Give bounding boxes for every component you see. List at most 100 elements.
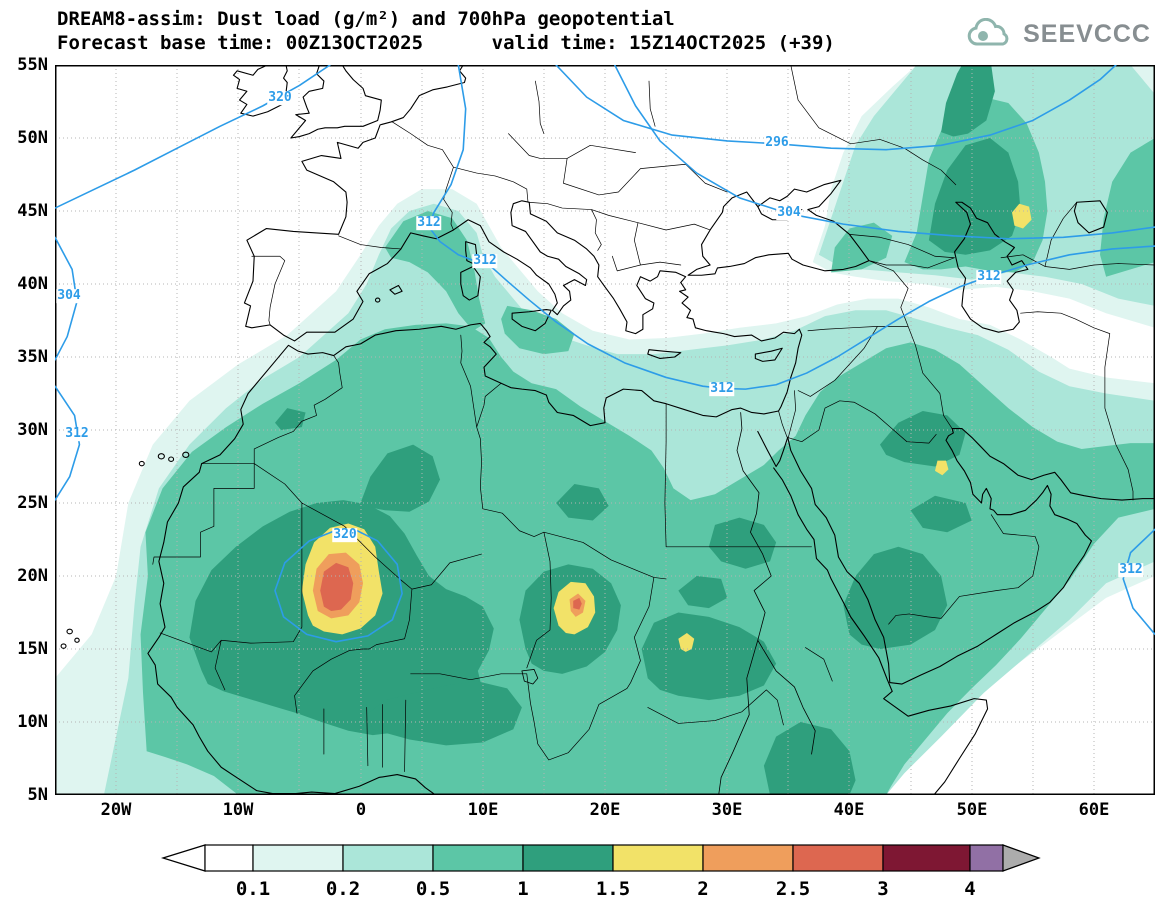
colorbar-right-arrow [1002, 844, 1041, 872]
contour-label: 320 [332, 527, 358, 543]
dust-level-2p5 [320, 562, 582, 612]
dust-area [501, 305, 575, 355]
graticule-layer [55, 65, 1155, 795]
lon-tick-label: 60E [1078, 800, 1110, 820]
map-frame: 320 304 312 312 312 312 312 296 304 320 … [55, 65, 1155, 795]
colorbar-tick: 1 [517, 878, 528, 900]
colorbar-segment [342, 844, 434, 872]
coastline-turkey-levant [680, 283, 802, 411]
coastline-blacksea [688, 180, 869, 275]
grid-lines [55, 65, 1155, 795]
island-dot [139, 461, 144, 465]
contour-312-west [55, 386, 79, 500]
island-dot [75, 638, 79, 642]
island-mallorca [390, 285, 402, 294]
map-border [55, 65, 1155, 795]
lake-chad [522, 669, 538, 684]
coastline-aral [1074, 201, 1107, 233]
island-sardinia [461, 266, 481, 300]
colorbar-tick: 0.1 [236, 878, 270, 900]
colorbar-segment [204, 844, 254, 872]
dust-area [880, 411, 966, 467]
lon-tick-label: 20E [589, 800, 621, 820]
map-lines-layer [55, 65, 1155, 795]
contour-label: 312 [1118, 562, 1144, 578]
colorbar-segment [612, 844, 704, 872]
dust-area [641, 612, 777, 701]
dust-area [708, 517, 777, 569]
coastline-caspian [955, 202, 1028, 332]
seevccc-logo: SEEVCCC [963, 18, 1151, 50]
border-lines-europe [252, 81, 727, 325]
contour-label: 304 [56, 288, 82, 304]
contour-label: 320 [267, 90, 293, 106]
colorbar-tick: 2 [697, 878, 708, 900]
contour-label: 312 [976, 269, 1002, 285]
lat-tick-label: 45N [17, 201, 48, 221]
island-dot [375, 298, 379, 302]
lon-tick-label: 50E [956, 800, 988, 820]
lon-tick-label: 0 [355, 800, 367, 820]
coastline-europe [244, 65, 685, 341]
lat-tick-label: 40N [17, 274, 48, 294]
cloud-icon [967, 18, 1009, 46]
lat-tick-label: 20N [17, 566, 48, 586]
geopotential-contours [55, 65, 1155, 642]
lat-tick-label: 50N [17, 128, 48, 148]
dust-area [1100, 138, 1155, 277]
dust-area [831, 222, 893, 273]
colorbar-segment [792, 844, 884, 872]
dust-area [910, 495, 972, 533]
lon-tick-label: 10E [467, 800, 499, 820]
lat-tick-label: 10N [17, 712, 48, 732]
dust-area [275, 408, 306, 430]
contour-320-nw [55, 65, 330, 208]
cloud-dot [978, 31, 989, 41]
island-dot [183, 452, 189, 457]
contour-label: 296 [764, 135, 790, 151]
chart-title: DREAM8-assim: Dust load (g/m²) and 700hP… [57, 8, 675, 30]
lat-tick-label: 15N [17, 639, 48, 659]
dust-area [941, 65, 995, 137]
coastline-arabia-iran [788, 429, 1155, 685]
island-cyprus [755, 348, 782, 361]
colorbar-tick: 4 [964, 878, 975, 900]
contour-320-mali [275, 529, 402, 641]
dust-area [360, 444, 440, 512]
colorbar-segment [969, 844, 1004, 872]
dust-area [763, 722, 856, 795]
colorbar-segment [432, 844, 524, 872]
contour-label: 312 [64, 426, 90, 442]
lat-tick-label: 55N [17, 55, 48, 75]
coastlines [61, 65, 1155, 795]
dust-area [928, 138, 1021, 255]
colorbar-tick: 1.5 [596, 878, 630, 900]
dust-fill-layer [55, 65, 1155, 795]
coastline-britain [291, 65, 381, 138]
dust-area [678, 576, 728, 609]
lat-tick-label: 5N [27, 785, 48, 805]
colorbar-segment [522, 844, 614, 872]
dust-area [1012, 203, 1032, 229]
dust-area [385, 211, 486, 331]
island-dot [158, 454, 164, 459]
dust-area [556, 484, 609, 521]
coastline-redsea-horn [774, 468, 988, 795]
colorbar-tick: 3 [877, 878, 888, 900]
lon-tick-label: 30E [711, 800, 743, 820]
colorbar-segment [702, 844, 794, 872]
dust-area [843, 546, 948, 649]
island-dot [61, 644, 66, 648]
contour-304-east [615, 65, 1155, 239]
colorbar-tick: 0.2 [326, 878, 360, 900]
contour-label: 312 [416, 215, 442, 231]
dust-area [573, 597, 582, 610]
coastline-africa [148, 323, 779, 795]
colorbar-segment [882, 844, 971, 872]
colorbar-left-arrow [160, 844, 206, 872]
river-nile [719, 412, 816, 795]
contour-label: 304 [776, 205, 802, 221]
border-lines-africa [153, 335, 833, 772]
island-dot [169, 457, 174, 461]
lat-tick-label: 25N [17, 493, 48, 513]
